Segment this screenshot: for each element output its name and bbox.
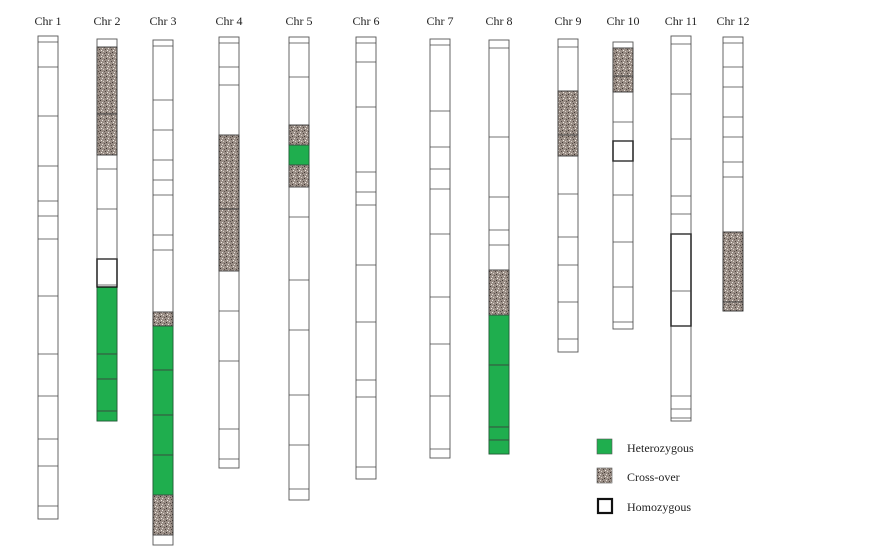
crossover-segment — [218, 208, 240, 272]
crossover-segment — [152, 494, 174, 536]
chromosome-columns: Chr 1 Chr 2 Chr 3 Chr 4 Chr 5 Chr 6 Chr 7 Chr 8… — [35, 14, 750, 546]
chromosome-body — [37, 35, 59, 520]
crossover-segment — [152, 311, 174, 327]
crossover-segment — [612, 75, 634, 93]
heterozygous-segment — [152, 414, 174, 456]
heterozygous-segment — [288, 144, 310, 166]
chromosome-label: Chr 11 — [665, 14, 698, 28]
chromosome-body — [429, 38, 451, 459]
chromosome-label: Chr 2 — [94, 14, 121, 28]
heterozygous-segment — [488, 314, 510, 366]
heterozygous-segment — [152, 325, 174, 371]
chromosome-9: Chr 9 — [555, 14, 582, 353]
chromosome-12: Chr 12 — [717, 14, 750, 312]
heterozygous-segment — [96, 286, 118, 355]
chromosome-label: Chr 9 — [555, 14, 582, 28]
chromosome-body — [557, 38, 579, 353]
legend-homozygous-label: Homozygous — [627, 500, 691, 514]
heterozygous-segment — [152, 454, 174, 496]
heterozygous-segment — [96, 353, 118, 380]
chromosome-2: Chr 2 — [94, 14, 121, 422]
legend-heterozygous-swatch — [596, 438, 613, 455]
crossover-segment — [96, 46, 118, 115]
chromosome-label: Chr 6 — [353, 14, 380, 28]
chromosome-label: Chr 4 — [216, 14, 243, 28]
crossover-segment — [218, 134, 240, 210]
chromosome-label: Chr 7 — [427, 14, 454, 28]
chromosome-body — [612, 41, 634, 330]
crossover-segment — [612, 47, 634, 77]
crossover-segment — [557, 134, 579, 157]
chromosome-8: Chr 8 — [486, 14, 513, 455]
crossover-segment — [288, 164, 310, 188]
chromosome-10: Chr 10 — [607, 14, 640, 330]
chromosome-6: Chr 6 — [353, 14, 380, 480]
crossover-segment — [722, 301, 744, 312]
legend-heterozygous-label: Heterozygous — [627, 441, 694, 455]
heterozygous-segment — [152, 369, 174, 416]
chromosome-body — [670, 35, 692, 422]
crossover-segment — [488, 269, 510, 316]
heterozygous-segment — [96, 410, 118, 422]
chromosome-body — [288, 36, 310, 501]
legend: Heterozygous Cross-over Homozygous — [596, 438, 694, 515]
crossover-segment — [288, 124, 310, 146]
chromosome-label: Chr 3 — [150, 14, 177, 28]
chromosome-label: Chr 10 — [607, 14, 640, 28]
legend-crossover-label: Cross-over — [627, 470, 680, 484]
chromosome-11: Chr 11 — [665, 14, 698, 422]
crossover-segment — [557, 90, 579, 136]
crossover-segment — [96, 113, 118, 156]
crossover-segment — [722, 231, 744, 303]
chromosome-label: Chr 12 — [717, 14, 750, 28]
legend-homozygous-swatch — [596, 497, 614, 515]
heterozygous-segment — [488, 364, 510, 428]
chromosome-4: Chr 4 — [216, 14, 243, 469]
legend-crossover-swatch — [596, 467, 613, 484]
heterozygous-segment — [488, 426, 510, 441]
chromosome-label: Chr 5 — [286, 14, 313, 28]
chromosome-1: Chr 1 — [35, 14, 62, 520]
chromosome-label: Chr 8 — [486, 14, 513, 28]
heterozygous-segment — [488, 439, 510, 455]
chromosome-3: Chr 3 — [150, 14, 177, 546]
heterozygous-segment — [96, 378, 118, 412]
chromosome-5: Chr 5 — [286, 14, 313, 501]
chromosome-7: Chr 7 — [427, 14, 454, 459]
chromosome-label: Chr 1 — [35, 14, 62, 28]
chromosome-body — [355, 36, 377, 480]
